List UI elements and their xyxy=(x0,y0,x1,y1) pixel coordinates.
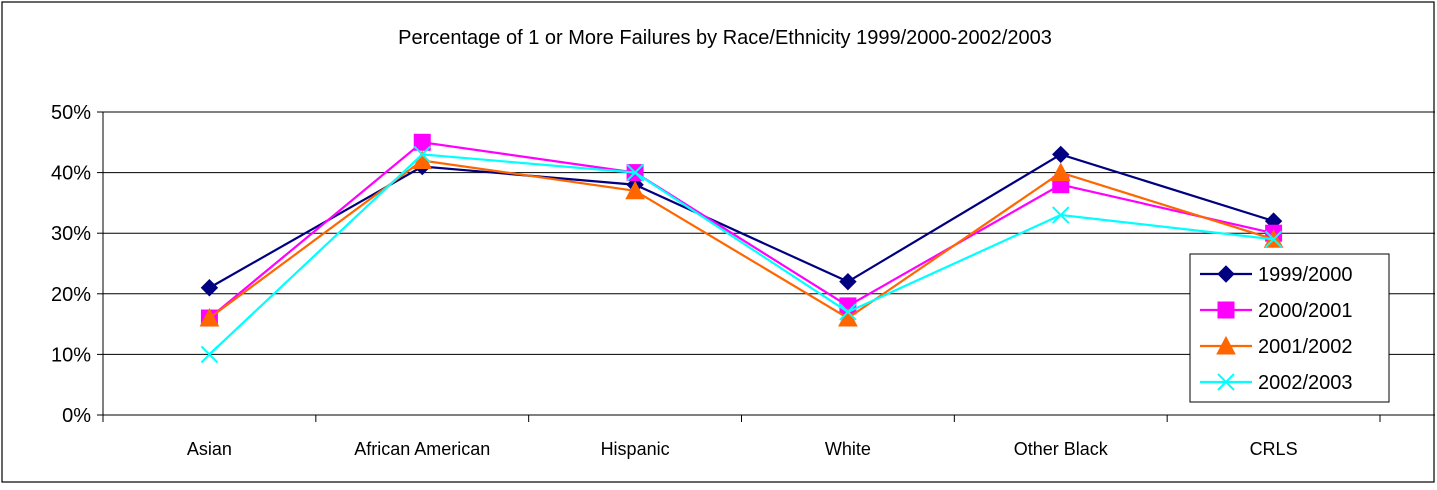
marker-stroke xyxy=(839,303,857,321)
marker-stroke xyxy=(413,145,431,164)
data-point xyxy=(200,345,219,364)
legend-marker xyxy=(1217,265,1235,283)
data-point xyxy=(1050,162,1071,182)
series-2002-2003 xyxy=(200,145,1283,364)
legend-label: 2002/2003 xyxy=(1258,372,1353,394)
series-line xyxy=(208,141,1274,319)
data-point xyxy=(625,180,645,200)
legend-marker xyxy=(1217,301,1235,319)
marker-stroke xyxy=(200,345,219,364)
data-point xyxy=(1052,145,1070,164)
legend-item: 1999/2000 xyxy=(1200,264,1353,286)
y-tick-label: 10% xyxy=(51,344,91,366)
y-tick-label: 20% xyxy=(51,284,91,306)
x-tick-label: Asian xyxy=(187,439,232,459)
data-point xyxy=(199,307,220,327)
chart-title: Percentage of 1 or More Failures by Race… xyxy=(398,27,1052,49)
y-tick-label: 30% xyxy=(51,223,91,245)
y-tick-label: 50% xyxy=(51,102,91,124)
legend-item: 2001/2002 xyxy=(1200,335,1353,358)
data-point xyxy=(626,163,644,182)
legend-item: 2002/2003 xyxy=(1200,372,1353,394)
x-tick-label: CRLS xyxy=(1250,439,1298,459)
data-point xyxy=(413,133,431,151)
marker-stroke xyxy=(1217,373,1235,391)
legend-marker xyxy=(1217,373,1235,391)
marker-stroke xyxy=(1264,230,1283,248)
marker-stroke xyxy=(626,163,644,182)
data-point xyxy=(1052,206,1070,224)
series-line xyxy=(208,153,1274,356)
data-point xyxy=(413,145,431,164)
x-tick-label: White xyxy=(825,439,871,459)
data-point xyxy=(839,272,857,291)
legend: 1999/2000 2000/2001 2001/2002 2002/2003 xyxy=(1189,253,1390,403)
data-point xyxy=(1264,230,1283,248)
legend-label: 2001/2002 xyxy=(1258,336,1353,358)
x-tick-label: Hispanic xyxy=(601,439,670,459)
plot-area: 0% 10% 20% 30% 40% 50% Asian African American Hi… xyxy=(51,102,1435,459)
legend-label: 2000/2001 xyxy=(1258,300,1353,322)
y-tick-label: 0% xyxy=(62,405,91,427)
legend-marker xyxy=(1216,335,1236,355)
legend-item: 2000/2001 xyxy=(1200,300,1353,322)
legend-label: 1999/2000 xyxy=(1258,264,1353,286)
x-tick-label: Other Black xyxy=(1014,439,1109,459)
data-point xyxy=(200,279,219,297)
x-tick-label: African American xyxy=(354,439,490,459)
marker-stroke xyxy=(1052,206,1070,224)
y-tick-label: 40% xyxy=(51,163,91,185)
data-point xyxy=(839,303,857,321)
